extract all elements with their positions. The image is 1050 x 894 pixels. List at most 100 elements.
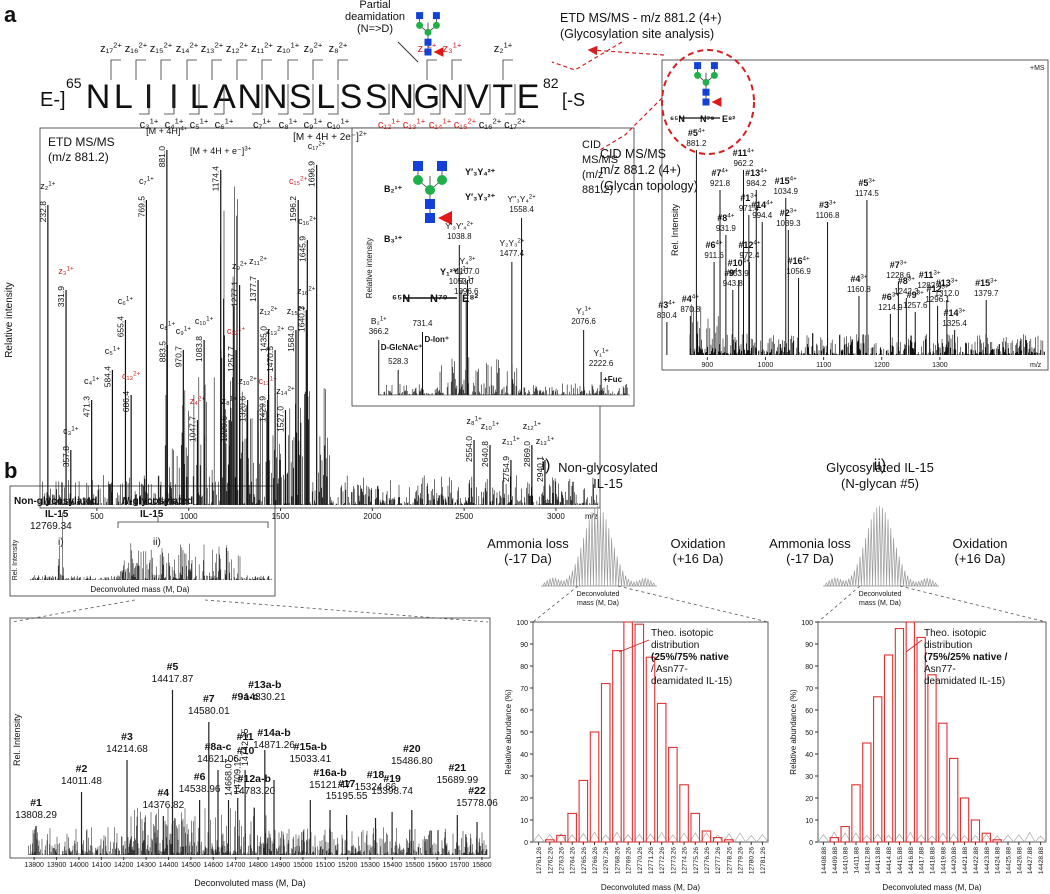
peak-label: #3 [121, 731, 133, 743]
spectrum-title: CID [582, 139, 601, 151]
ion-charge: 1+ [380, 317, 387, 323]
ion-label: #13+ [740, 192, 758, 203]
y-tick-label: 20 [805, 796, 813, 803]
ion-label: Y′′₃Y₄2+ [507, 194, 536, 204]
peak-mass: 1053.0 [449, 277, 474, 286]
glcnac [425, 199, 435, 209]
callout-ellipse [11, 41, 755, 623]
peak-mass: 1325.4 [942, 319, 967, 328]
glcnac [424, 48, 432, 56]
ion-charge: 1+ [175, 117, 184, 126]
peak-mass: 870.8 [680, 305, 701, 314]
annotation: Theo. isotopic [924, 628, 986, 639]
ion-label: #93+ [907, 289, 925, 300]
x-tick-label: 14412.88 [864, 847, 871, 874]
panel-label: a [4, 2, 17, 27]
ion-charge: 3+ [990, 277, 998, 284]
peak-mass: 994.4 [752, 211, 773, 220]
x-tick-label: 12768.26 [614, 847, 621, 874]
ion-name: c₇ [139, 176, 147, 186]
ion-name: c₁₀ [195, 316, 207, 326]
y-tick-label: 10 [520, 818, 528, 825]
peak-label: #17 [338, 778, 356, 790]
ion-charge: 4+ [180, 125, 188, 132]
peak-mass: 1096.6 [454, 287, 479, 296]
bar [724, 839, 734, 843]
peak-mass: 1477.4 [500, 249, 525, 258]
glcnac [432, 12, 440, 20]
x-tick-label: 14422.88 [973, 847, 980, 874]
panel-label: b [4, 458, 17, 483]
callout: (Glycosylation site analysis) [560, 27, 714, 41]
peak-label: #4 [157, 787, 169, 799]
ion-charge: 1+ [391, 117, 400, 126]
peptide-residue: E⁸² [722, 114, 735, 124]
ion-name: Y₄ [460, 256, 470, 266]
mannose [694, 71, 702, 79]
mannose [710, 71, 718, 79]
ion-name: #3 [819, 200, 829, 210]
ion-charge: 4+ [734, 267, 742, 274]
ion-name: c₁₅ [289, 176, 301, 186]
ion-charge: 1+ [230, 395, 238, 402]
cleavage-bracket [379, 84, 390, 115]
ion-label: #164+ [787, 255, 810, 266]
residue: E [517, 78, 540, 116]
ion-label: c₁₅2+ [454, 117, 477, 131]
ion-charge: 3+ [868, 177, 876, 184]
ion-charge: 2+ [214, 41, 223, 50]
ion-name: #9 [907, 290, 917, 300]
ion-label: c₈1+ [160, 320, 176, 331]
x-axis-label: m/z [585, 512, 598, 521]
peak-label: #10 [237, 745, 255, 757]
peak-mass: 15486.80 [391, 756, 433, 767]
ion-name: c₈ [160, 321, 169, 331]
x-tick-label: 900 [701, 362, 713, 369]
glcnac [437, 161, 447, 171]
annotation: deamidation [345, 11, 405, 23]
x-tick-label: 15300 [360, 862, 380, 869]
ion-label: #94+ [724, 267, 742, 278]
ion-name: c₁₇ [308, 141, 319, 151]
y-tick-label: 80 [520, 664, 528, 671]
peak-mass: 1312.0 [935, 289, 960, 298]
ion-label: z₃1+ [443, 41, 462, 55]
ion-label: Y₃2+ [453, 266, 469, 276]
ion-charge: 2+ [133, 370, 141, 377]
peak-label: #12a-b [238, 773, 271, 785]
ion-name: z₁₆ [125, 43, 139, 55]
bar [589, 731, 600, 843]
ion-name: z₁₅ [150, 43, 164, 55]
y-tick-label: 50 [520, 730, 528, 737]
y-tick-label: 50 [805, 730, 813, 737]
mannose [413, 175, 423, 185]
x-tick-label: 14416.88 [908, 847, 915, 874]
peak-mass: 14011.48 [61, 776, 102, 787]
ion-label: c₈1+ [279, 117, 298, 131]
residue: S [365, 78, 388, 116]
ion-name: z₁₂ [523, 421, 535, 431]
x-tick-label: 12775.26 [693, 847, 700, 874]
ion-name: z₂ [40, 181, 49, 191]
peak-mass: 686.4 [121, 391, 131, 413]
peak-mass: 881.2 [686, 139, 707, 148]
spectrum-title: ETD MS/MS [48, 135, 115, 149]
annotation: (25%/75% native [651, 652, 729, 663]
ion-charge: 2+ [277, 325, 285, 332]
ion-name: #9 [724, 268, 734, 278]
annotation: mass (M, Da) [577, 600, 619, 607]
residue: T [492, 78, 513, 116]
ion-name: c₃ [140, 119, 150, 131]
bar [862, 742, 872, 843]
annotation: (-17 Da) [786, 551, 834, 566]
peak-mass: 366.2 [369, 327, 390, 336]
cid-inset-frame [351, 127, 635, 407]
ion-charge: 1+ [585, 307, 592, 313]
cleavage-bracket [252, 84, 263, 115]
peak-mass: 14214.68 [106, 744, 148, 755]
ion-label: z₄2+ [190, 395, 206, 406]
sequence-suffix: [-S [562, 90, 585, 110]
x-tick-label: 14418.88 [930, 847, 937, 874]
ion-label: c₁₆2+ [479, 117, 502, 131]
ion-name: c₄ [165, 119, 176, 131]
